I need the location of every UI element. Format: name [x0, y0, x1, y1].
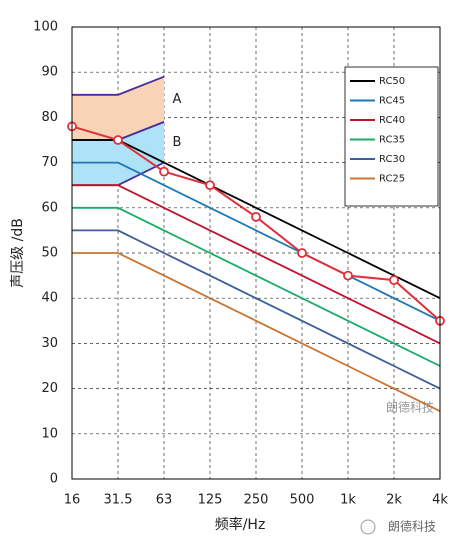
legend-label: RC45	[379, 96, 405, 107]
y-tick-label: 40	[41, 291, 58, 306]
y-tick-label: 30	[41, 336, 58, 351]
footer-text: 朗德科技	[388, 519, 436, 534]
y-tick-label: 10	[41, 426, 58, 441]
x-tick-label: 250	[244, 493, 269, 508]
plot-frame	[71, 26, 441, 480]
legend-label: RC35	[379, 135, 405, 146]
rc-line	[72, 161, 441, 322]
x-tick-label: 31.5	[104, 493, 133, 508]
legend-label: RC50	[379, 76, 405, 87]
x-tick-label: 125	[198, 493, 223, 508]
measured-point	[113, 135, 123, 145]
x-axis-label: 频率/Hz	[215, 516, 266, 533]
x-tick-label: 2k	[386, 493, 402, 508]
x-tick-label: 4k	[432, 493, 448, 508]
measured-point	[343, 270, 353, 281]
y-tick-label: 20	[41, 381, 58, 396]
rc-line	[72, 206, 441, 367]
rc-line	[72, 139, 441, 300]
measured-point	[297, 248, 307, 258]
rc-line	[72, 184, 441, 345]
y-tick-label: 60	[41, 200, 58, 215]
measured-point	[205, 180, 215, 191]
watermark: 朗德科技	[386, 400, 434, 415]
legend-box	[344, 66, 439, 207]
x-tick-label: 1k	[340, 493, 356, 508]
x-tick-label: 63	[156, 493, 173, 508]
region-boundary	[72, 75, 165, 96]
region	[72, 76, 164, 140]
region-label: A	[173, 92, 182, 107]
y-tick-label: 80	[41, 110, 58, 125]
measured-point	[389, 275, 399, 286]
rc-line	[72, 252, 441, 413]
region	[72, 121, 164, 186]
measured-point	[159, 166, 169, 177]
y-tick-label: 0	[50, 472, 58, 487]
y-tick-label: 100	[33, 20, 58, 35]
measured-point	[251, 211, 261, 222]
x-tick-label: 16	[64, 493, 81, 508]
legend-label: RC30	[379, 154, 405, 165]
x-tick-label: 500	[290, 493, 315, 508]
y-tick-label: 70	[41, 155, 58, 170]
legend-label: RC25	[379, 174, 405, 185]
rc-line	[72, 229, 441, 390]
y-axis-label: 声压级 /dB	[10, 218, 26, 288]
y-tick-label: 90	[41, 65, 58, 80]
y-tick-label: 50	[41, 246, 58, 261]
legend-label: RC40	[379, 115, 405, 126]
region-label: B	[173, 135, 182, 150]
logo-icon	[360, 519, 376, 535]
